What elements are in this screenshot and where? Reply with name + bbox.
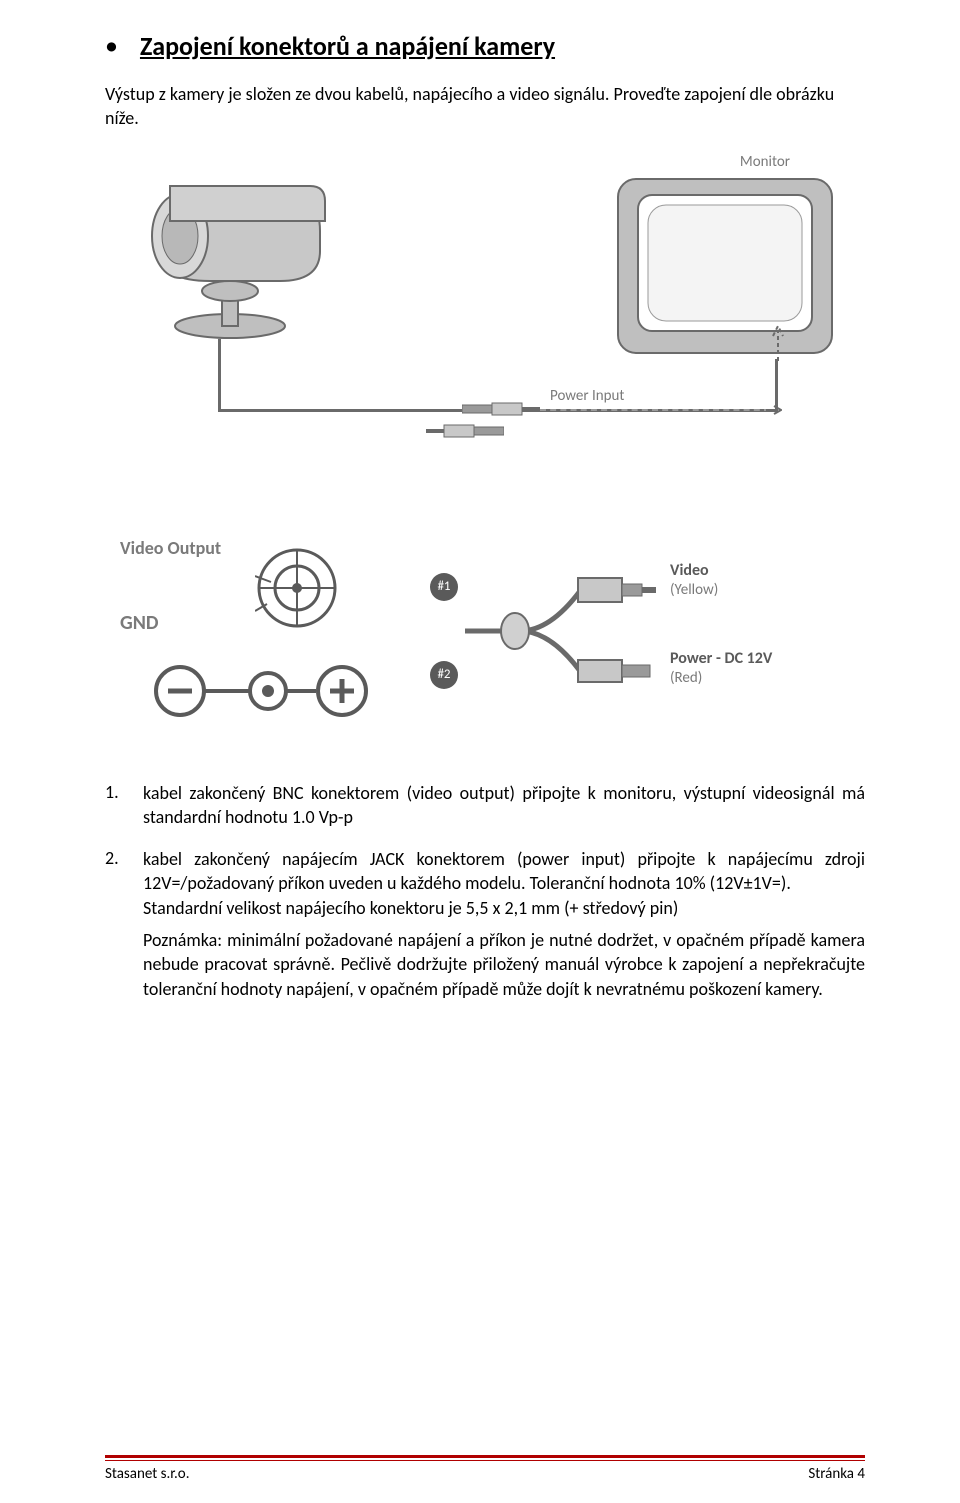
arrow-right-icon [766,405,782,415]
list-number: 1. [105,781,143,830]
list-text: kabel zakončený napájecím JACK konektore… [143,847,865,920]
footer-page-number: Stránka 4 [808,1465,865,1483]
footer-divider [105,1455,865,1461]
note-paragraph: Poznámka: minimální požadované napájení … [105,928,865,1001]
monitor-label: Monitor [740,153,790,171]
bnc-connector-icon [255,546,340,631]
video-connector-label: Video [670,561,709,580]
list-text-line: Standardní velikost napájecího konektoru… [143,897,678,919]
list-item-1: 1. kabel zakončený BNC konektorem (video… [105,781,865,830]
list-number: 2. [105,847,143,920]
video-connector-sublabel: (Yellow) [670,581,718,599]
list-text: kabel zakončený BNC konektorem (video ou… [143,781,865,830]
connection-diagram: Monitor Power Input [110,161,860,481]
plug-icon [462,401,540,417]
dashed-line [540,409,770,411]
power-connector-label: Power - DC 12V [670,649,772,668]
monitor-icon [610,171,840,361]
list-item-2: 2. kabel zakončený napájecím JACK konekt… [105,847,865,920]
arrow-up-icon [772,321,784,361]
connector-diagram: Video Output GND #1 #2 Video (Yellow) Po… [110,531,860,741]
badge-2: #2 [430,661,458,689]
cable-split-icon [460,566,660,696]
power-connector-sublabel: (Red) [670,669,702,687]
video-output-label: Video Output [120,537,221,559]
bullet-icon: • [105,32,118,58]
cable-segment [218,339,221,411]
badge-1: #1 [430,573,458,601]
camera-icon [130,171,330,341]
page-heading: Zapojení konektorů a napájení kamery [140,30,555,62]
gnd-label: GND [120,611,159,635]
footer-company: Stasanet s.r.o. [105,1465,190,1483]
polarity-icon [150,661,370,721]
page-footer: Stasanet s.r.o. Stránka 4 [105,1455,865,1483]
footer-row: Stasanet s.r.o. Stránka 4 [105,1465,865,1483]
plug-icon [426,423,504,439]
list-text-line: kabel zakončený napájecím JACK konektore… [143,848,865,894]
heading-row: • Zapojení konektorů a napájení kamery [105,30,865,62]
power-input-label: Power Input [550,387,624,405]
intro-paragraph: Výstup z kamery je složen ze dvou kabelů… [105,82,865,131]
